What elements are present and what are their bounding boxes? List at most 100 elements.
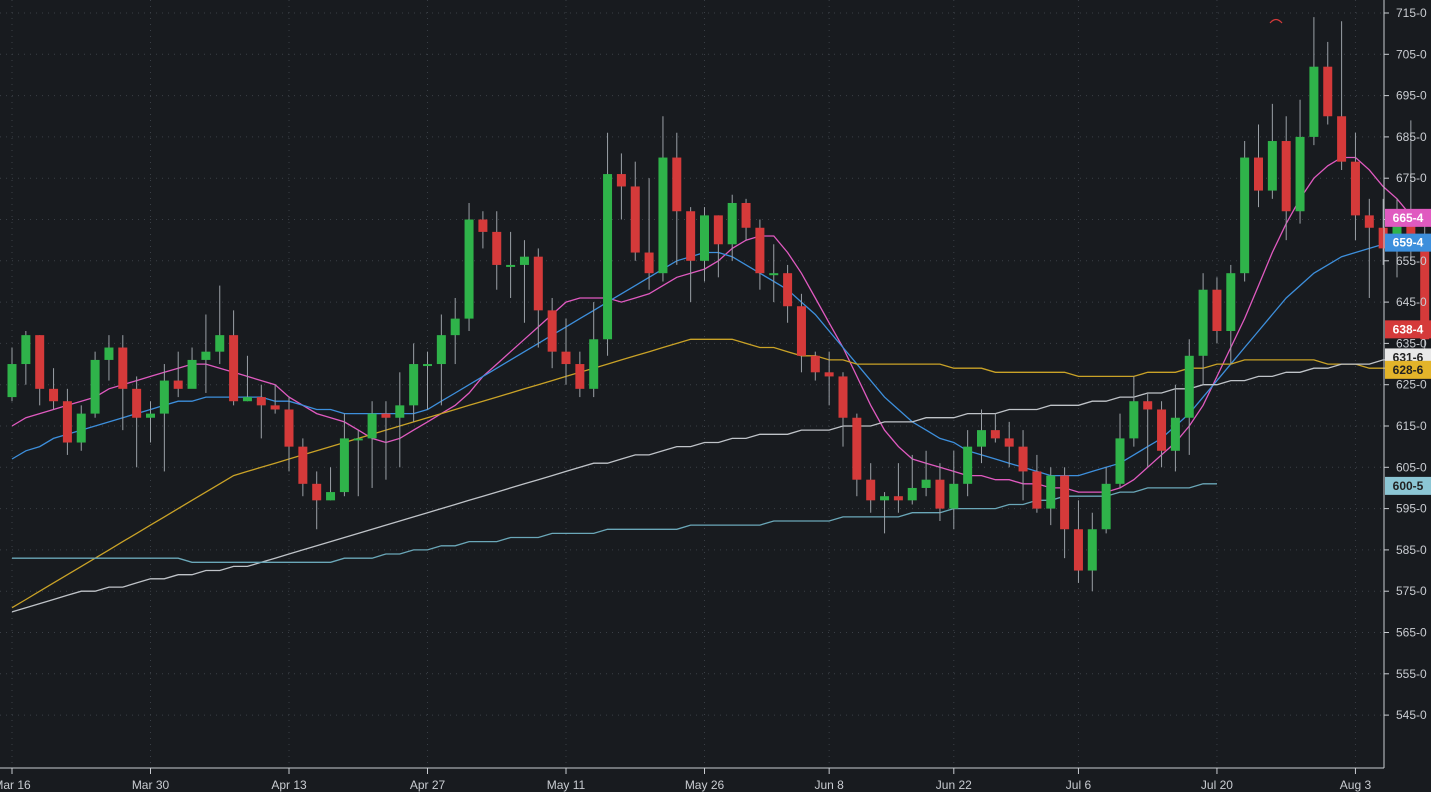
candle <box>1115 413 1125 488</box>
candle <box>187 347 197 389</box>
candle-body <box>630 186 640 253</box>
last-value-badge: 600-5 <box>1385 476 1431 495</box>
candle-body <box>589 339 599 389</box>
candle-body <box>1254 157 1263 191</box>
candle <box>1295 99 1305 224</box>
x-tick-label: May 26 <box>685 778 725 792</box>
candle-body <box>312 483 322 501</box>
y-tick-label: 625-0 <box>1396 378 1427 392</box>
candle-body <box>1046 475 1056 509</box>
y-tick-label: 605-0 <box>1396 460 1427 474</box>
last-value-badge: 659-4 <box>1385 233 1431 252</box>
candle <box>62 388 72 455</box>
candle <box>284 397 294 472</box>
candle-body <box>547 310 557 352</box>
y-tick-label: 555-0 <box>1396 667 1427 681</box>
candle-body <box>450 318 460 336</box>
candle-body <box>838 376 848 418</box>
candle <box>159 364 169 472</box>
candle-body <box>1087 529 1097 571</box>
badge-bg <box>1385 360 1431 379</box>
y-tick-label: 595-0 <box>1396 502 1427 516</box>
candle-body <box>1170 417 1180 451</box>
candle-body <box>935 479 945 509</box>
candle-body <box>824 372 834 377</box>
candle-body <box>215 335 225 352</box>
candle <box>519 240 529 323</box>
candle-body <box>256 397 266 406</box>
candle-body <box>1143 401 1153 410</box>
candle <box>658 116 668 282</box>
candle-body <box>852 417 862 480</box>
candle-body <box>1337 116 1347 162</box>
candle-body <box>104 347 114 360</box>
candle <box>1046 467 1056 526</box>
candle <box>575 351 585 398</box>
candle <box>7 347 17 402</box>
candle-body <box>1129 401 1139 439</box>
candle <box>1184 339 1194 455</box>
candle-body <box>187 359 197 389</box>
candle <box>1087 512 1097 592</box>
candle <box>963 430 973 497</box>
candle-body <box>783 273 793 307</box>
x-tick-label: Jul 6 <box>1066 778 1092 792</box>
candle-body <box>1295 136 1305 212</box>
candle <box>450 297 460 365</box>
candle <box>1157 401 1167 468</box>
candle-body <box>727 202 737 245</box>
candle <box>76 405 86 451</box>
last-value-badge: 628-6 <box>1385 360 1431 379</box>
y-tick-label: 585-0 <box>1396 543 1427 557</box>
candle <box>423 351 432 410</box>
badge-label: 665-4 <box>1393 211 1424 225</box>
candle-body <box>21 335 31 365</box>
badge-label: 628-6 <box>1393 363 1424 377</box>
candle-body <box>62 401 72 443</box>
candle-body <box>1364 215 1374 228</box>
candle-body <box>436 335 446 365</box>
candle-body <box>1073 529 1083 571</box>
candle <box>1170 384 1180 472</box>
candle-body <box>132 388 142 418</box>
y-tick-label: 705-0 <box>1396 47 1427 61</box>
candle <box>1101 467 1111 534</box>
candle <box>741 198 751 241</box>
candle <box>1378 198 1388 265</box>
candle-body <box>242 397 252 402</box>
y-tick-label: 545-0 <box>1396 708 1427 722</box>
candle <box>686 207 696 303</box>
y-tick-label: 695-0 <box>1396 89 1427 103</box>
last-value-badge: 638-4 <box>1385 320 1431 339</box>
y-tick-label: 715-0 <box>1396 6 1427 20</box>
candle <box>409 343 419 422</box>
candle <box>1129 376 1139 447</box>
candle <box>935 463 945 521</box>
candle-body <box>603 174 613 340</box>
candle <box>201 314 211 393</box>
candle <box>298 438 308 497</box>
candle <box>90 351 100 418</box>
moving-average-line <box>11 338 1425 609</box>
candle <box>852 413 862 497</box>
candle <box>312 471 322 530</box>
candle-body <box>1240 157 1250 274</box>
candle-body <box>1226 273 1236 332</box>
candle-body <box>907 487 917 501</box>
x-tick-label: Jun 22 <box>936 778 972 792</box>
candle <box>547 297 557 369</box>
candle-body <box>1212 289 1222 332</box>
candle <box>242 355 252 402</box>
candle <box>436 314 446 406</box>
candle <box>1032 454 1042 513</box>
last-value-badge: 665-4 <box>1385 208 1431 227</box>
candle-body <box>35 335 45 389</box>
candle <box>672 132 682 265</box>
candle-body <box>464 219 474 319</box>
candle-body <box>921 479 931 488</box>
candle-body <box>1350 161 1360 216</box>
candle-body <box>118 347 128 389</box>
candle-body <box>339 438 349 493</box>
